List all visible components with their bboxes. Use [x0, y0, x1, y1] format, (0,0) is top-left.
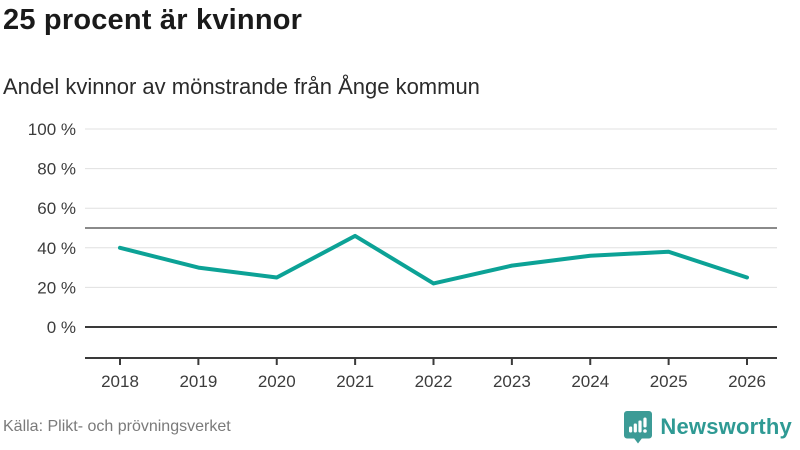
newsworthy-bubble-barchart-icon: [623, 410, 653, 444]
brand-logo: Newsworthy: [623, 410, 792, 444]
chart-area: 0 % 20 % 40 % 60 % 80 % 100 % 2018 2019 2020 2021…: [0, 110, 800, 402]
svg-text:2024: 2024: [571, 372, 609, 391]
svg-text:100 %: 100 %: [28, 120, 76, 139]
svg-text:2025: 2025: [650, 372, 688, 391]
line-chart: 0 % 20 % 40 % 60 % 80 % 100 % 2018 2019 2020 2021…: [28, 120, 777, 391]
svg-text:40 %: 40 %: [37, 239, 76, 258]
footer: Källa: Plikt- och prövningsverket Newswo…: [0, 410, 800, 444]
svg-text:2026: 2026: [728, 372, 766, 391]
chart-subtitle: Andel kvinnor av mönstrande från Ånge ko…: [3, 74, 480, 99]
brand-name: Newsworthy: [660, 414, 792, 439]
source-note: Källa: Plikt- och prövningsverket: [3, 418, 231, 435]
svg-text:60 %: 60 %: [37, 199, 76, 218]
svg-text:2022: 2022: [415, 372, 453, 391]
svg-text:80 %: 80 %: [37, 160, 76, 179]
svg-text:2021: 2021: [336, 372, 374, 391]
svg-text:20 %: 20 %: [37, 278, 76, 297]
svg-text:2018: 2018: [101, 372, 139, 391]
chart-title: 25 procent är kvinnor: [3, 4, 303, 36]
svg-text:2023: 2023: [493, 372, 531, 391]
svg-text:0 %: 0 %: [47, 318, 76, 337]
svg-text:2020: 2020: [258, 372, 296, 391]
svg-text:2019: 2019: [179, 372, 217, 391]
